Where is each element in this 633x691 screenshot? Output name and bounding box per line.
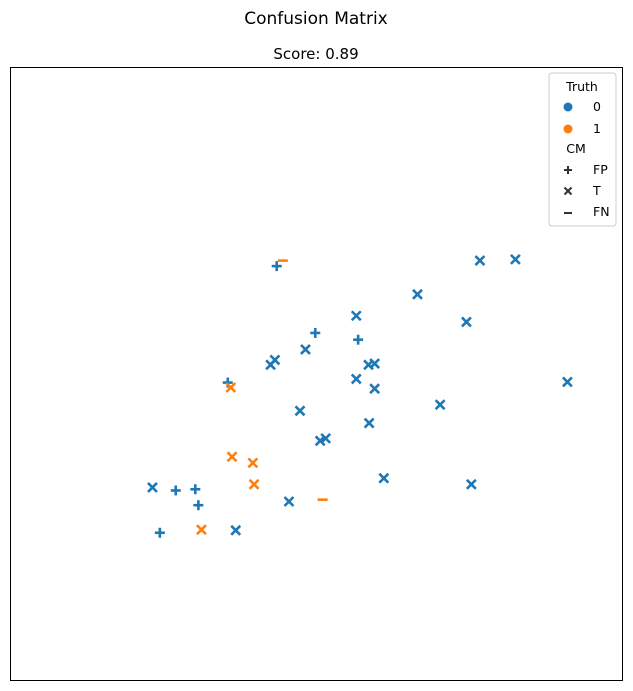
scatter-point-35-t (248, 478, 260, 490)
scatter-point-28-t (283, 496, 295, 507)
scatter-point-19-t (314, 435, 326, 447)
legend: Truth 0 1 CM FP T FN (548, 72, 617, 227)
scatter-point-0-fp (271, 261, 282, 272)
legend-style-title: CM (566, 141, 586, 156)
scatter-point-33-t (226, 451, 238, 463)
plot-area (10, 67, 623, 681)
scatter-point-26-fp (154, 527, 165, 538)
legend-hue-marker-0 (563, 102, 573, 112)
scatter-point-3-t (474, 255, 486, 267)
scatter-point-32-t (225, 382, 237, 393)
scatter-point-29-t (378, 472, 390, 484)
scatter-point-22-t (147, 481, 158, 493)
legend-style-label-fp: FP (593, 162, 608, 177)
scatter-point-18-t (320, 432, 332, 444)
scatter-point-15-t (562, 376, 573, 388)
scatter-point-7-fp (310, 327, 321, 338)
scatter-point-21-t (363, 417, 375, 429)
legend-style-label-fn: FN (593, 204, 610, 219)
scatter-point-8-fp (353, 334, 364, 345)
scatter-point-25-fp (193, 500, 204, 511)
scatter-point-23-fp (170, 485, 181, 496)
scatter-point-37-t (196, 524, 207, 536)
scatter-point-27-t (230, 524, 242, 536)
legend-style-label-t: T (592, 183, 601, 198)
scatter-point-2-t (412, 288, 423, 300)
scatter-point-4-t (509, 253, 521, 265)
scatter-point-17-t (294, 405, 306, 417)
legend-hue-label-1: 1 (593, 121, 601, 136)
legend-hue-title: Truth (565, 79, 598, 94)
scatter-point-6-t (369, 383, 381, 395)
chart-title: Score: 0.89 (273, 45, 358, 63)
legend-hue-label-0: 0 (593, 99, 601, 114)
scatter-point-34-t (247, 457, 259, 469)
scatter-point-1-t (350, 310, 362, 322)
legend-style-marker-t (563, 186, 573, 196)
scatter-point-20-t (434, 399, 446, 411)
scatter-point-14-t (461, 316, 472, 328)
scatter-point-9-t (300, 344, 311, 355)
scatter-point-13-t (369, 358, 381, 369)
legend-style-marker-fp (564, 166, 572, 174)
scatter-point-5-t (350, 373, 362, 385)
scatter-point-11-t (265, 359, 277, 371)
scatter-points (147, 253, 573, 538)
scatter-point-24-fp (190, 484, 201, 495)
chart-suptitle: Confusion Matrix (244, 9, 388, 29)
scatter-point-30-t (465, 478, 477, 490)
legend-hue-marker-1 (563, 124, 573, 134)
